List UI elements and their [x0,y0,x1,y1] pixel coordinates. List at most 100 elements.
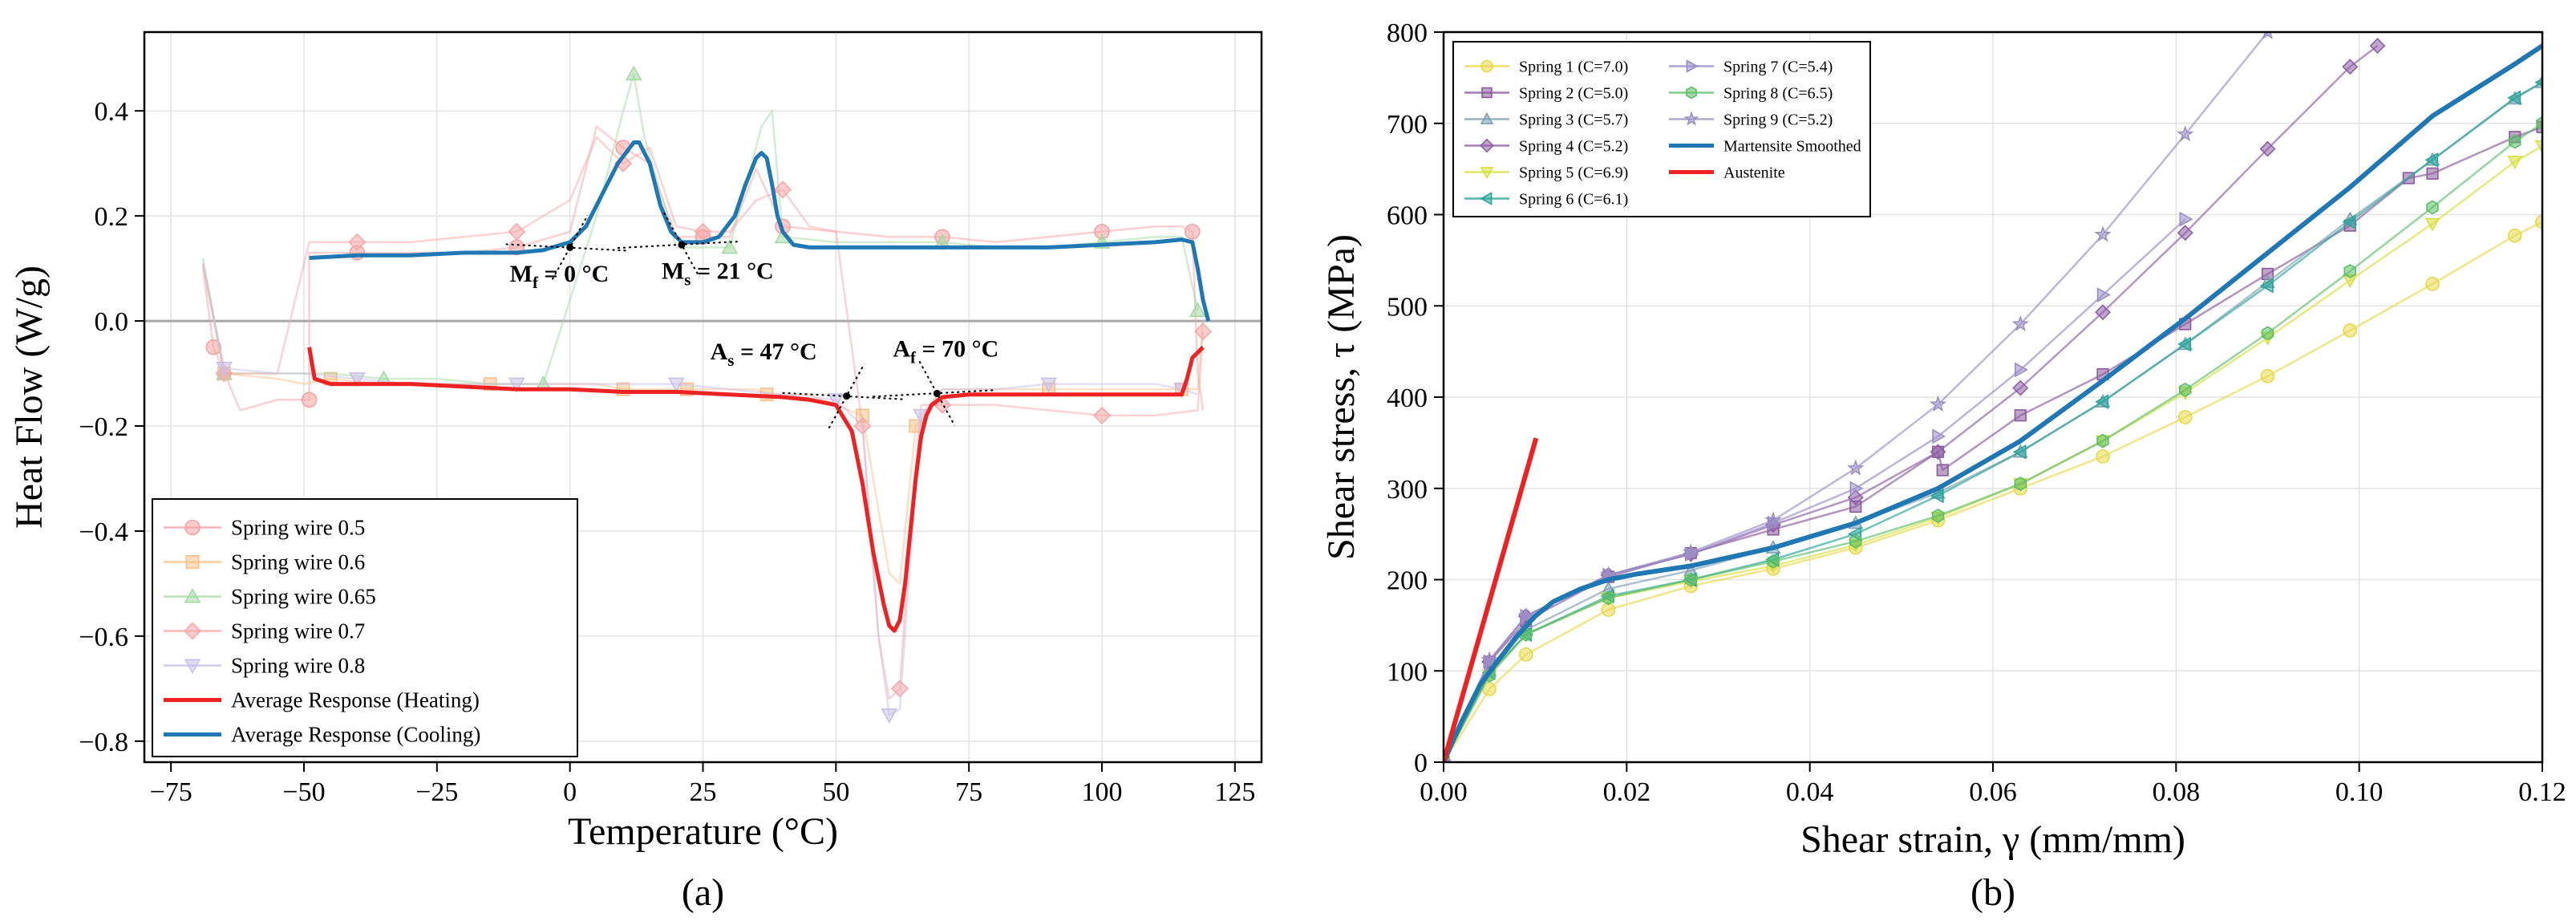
annotation-label: As = 47 °C [711,339,817,370]
legend-item-austenite: Austenite [1669,164,1785,182]
legend-swatch-marker [184,519,200,536]
series-line-martensite-smoothed [1444,43,2542,762]
data-point [2424,217,2440,232]
data-point [2177,225,2193,241]
data-point [2012,444,2027,460]
panel-b-shear-chart: 0.00 0.02 0.04 0.06 0.08 0.10 0.12 0 100 200 300 40… [1320,18,2566,914]
data-point [1092,406,1112,424]
tangent-line [828,363,865,429]
data-point [2507,90,2521,106]
tangent-line [918,360,956,426]
data-point [1602,590,1615,606]
data-point [1517,607,1535,624]
data-point [1040,377,1058,393]
data-point [2343,323,2358,338]
data-point [2509,134,2521,149]
y-tick-label: 0 [1414,749,1428,778]
data-point [1930,444,1946,460]
series-spring-wire-0-7 [201,136,1213,700]
legend-item-spring-8-c-6-5: Spring 8 (C=6.5) [1669,85,1833,103]
legend-item-spring-wire-0-8: Spring wire 0.8 [164,654,365,678]
annotation-label: Mf = 0 °C [510,261,610,292]
data-point [1931,508,1945,523]
legend-box [152,498,578,757]
data-point [1930,488,1944,504]
data-point [2012,379,2029,396]
annotation-mf-0-c: Mf = 0 °C [505,214,626,292]
annotation-label: Ms = 21 °C [662,258,774,290]
legend-label: Spring 5 (C=6.9) [1519,164,1628,182]
data-point [2015,362,2028,378]
x-tick-label: 50 [822,777,849,807]
data-point [2425,277,2440,291]
panel-b-x-axis-title: Shear strain, γ (mm/mm) [1800,818,2185,861]
intersection-point [933,389,941,397]
legend-item-spring-5-c-6-9: Spring 5 (C=6.9) [1464,164,1628,182]
y-tick-label: 300 [1387,475,1428,505]
data-point [2259,140,2276,157]
panel-a-annotations: Mf = 0 °C Ms = 21 °C As = 47 °C Af = 70 °C [505,212,998,429]
data-point [1936,464,1949,477]
data-point [1189,302,1206,318]
legend-label: Spring 9 (C=5.2) [1723,112,1833,129]
legend-swatch-marker [1480,138,1494,153]
data-point [1684,572,1697,587]
panel-b-label: (b) [1970,871,2015,914]
x-tick-label: 125 [1214,777,1255,807]
legend-label: Spring 8 (C=6.5) [1723,85,1833,103]
data-point [2095,304,2111,321]
data-point [2177,410,2193,424]
data-point [508,377,525,393]
data-point [1929,395,1947,412]
intersection-point [843,392,851,400]
legend-swatch-marker [1683,111,1699,126]
legend-label: Martensite Smoothed [1723,138,1861,156]
series-line-austenite [1444,437,1539,762]
data-point [508,222,526,241]
y-tick-label: −0.2 [79,412,128,442]
data-point [1767,554,1780,569]
series-spring-7-c-5-4 [1444,211,2193,762]
legend-item-spring-4-c-5-2: Spring 4 (C=5.2) [1464,138,1628,156]
legend-swatch-marker [1686,59,1699,73]
data-point [2014,477,2027,492]
legend-swatch-marker [184,587,201,603]
legend-label: Spring 4 (C=5.2) [1519,138,1628,156]
data-point [348,233,367,251]
panel-b-legend: Spring 1 (C=7.0) Spring 2 (C=5.0) Spring 3… [1452,41,1871,217]
legend-box [1452,41,1871,217]
y-tick-label: 600 [1387,201,1428,231]
legend-label: Spring 6 (C=6.1) [1519,191,1628,209]
legend-item-spring-9-c-5-2: Spring 9 (C=5.2) [1669,111,1833,129]
data-point [625,65,642,81]
series-line-spring-8-c-6-5 [1444,122,2542,762]
data-point [1932,428,1946,444]
y-tick-label: 0.4 [95,97,129,127]
annotation-label: Af = 70 °C [893,336,998,367]
data-point [773,181,792,199]
legend-swatch-marker [183,622,202,640]
legend-item-spring-wire-0-65: Spring wire 0.65 [164,585,376,609]
panel-a-legend: Spring wire 0.5 Spring wire 0.6 Spring wir… [152,498,578,757]
series-line-spring-7-c-5-4 [1444,218,2186,762]
data-point [1849,481,1864,497]
legend-swatch-marker [1480,192,1493,205]
y-tick-label: 700 [1387,110,1428,140]
data-point [2426,200,2439,215]
legend-item-spring-wire-0-6: Spring wire 0.6 [164,550,365,574]
legend-label: Average Response (Cooling) [231,723,480,747]
data-point [301,392,318,408]
x-tick-label: −50 [282,777,325,807]
y-tick-label: −0.6 [79,623,128,652]
x-tick-label: 25 [690,777,717,807]
data-point [667,377,685,393]
series-average-response-cooling [309,140,1211,322]
legend-swatch-marker [1481,87,1493,99]
x-tick-label: −75 [150,777,192,807]
data-point [721,238,739,254]
x-tick-label: 0.02 [1603,777,1651,807]
legend-item-spring-7-c-5-4: Spring 7 (C=5.4) [1669,59,1833,76]
legend-item-spring-wire-0-5: Spring wire 0.5 [164,516,365,540]
y-tick-label: −0.8 [79,728,128,757]
